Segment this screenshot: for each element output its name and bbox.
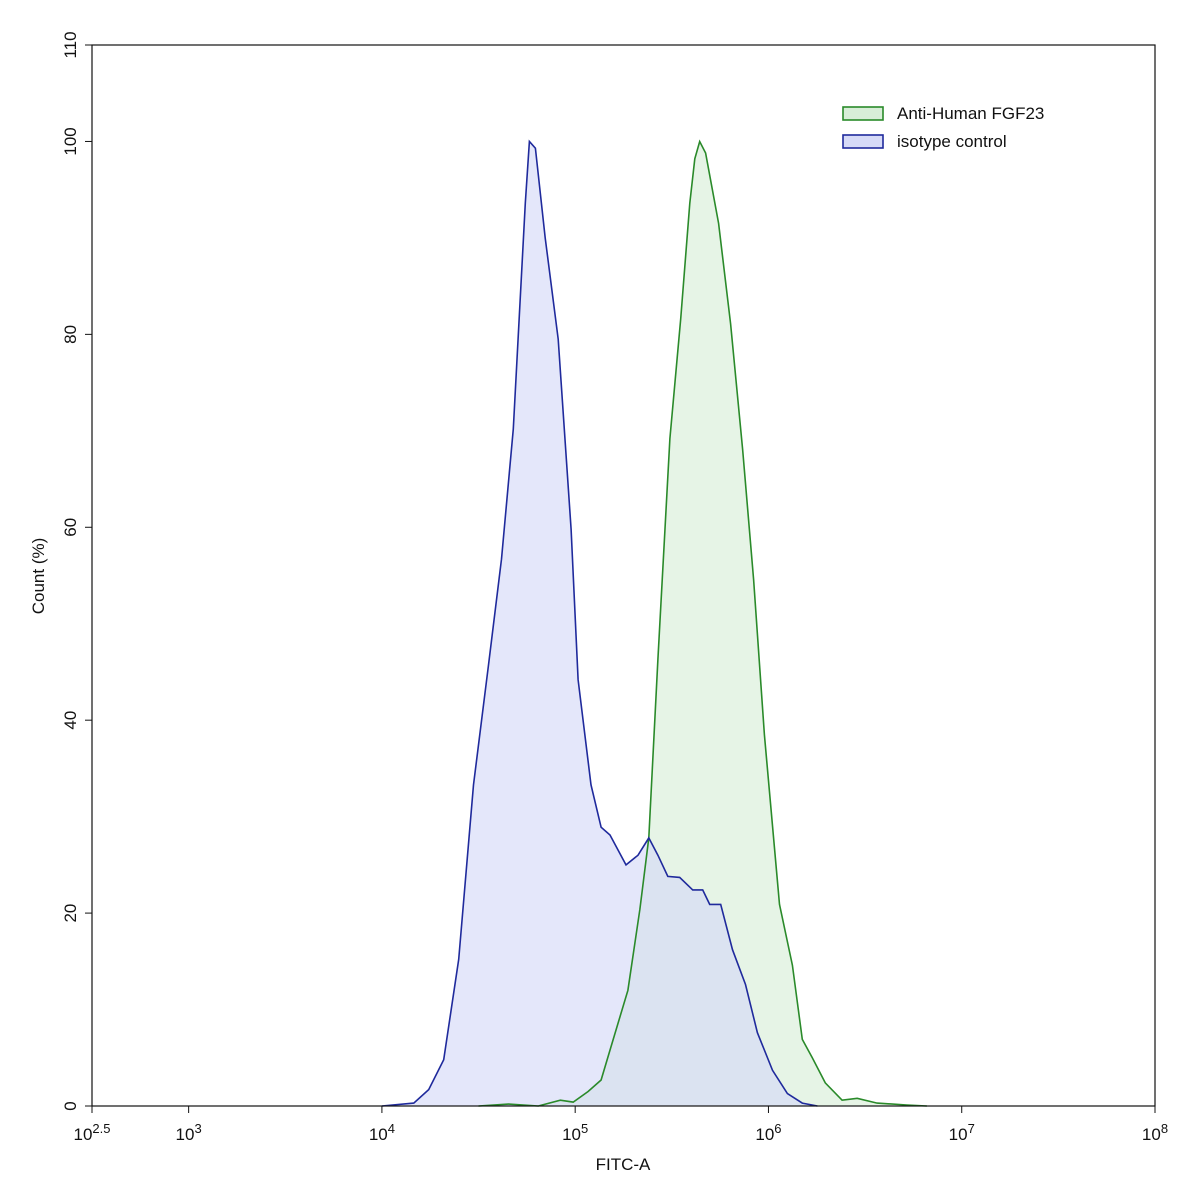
x-tick-exponent: 8: [1161, 1121, 1168, 1136]
x-tick-base: 10: [74, 1125, 93, 1144]
x-tick-base: 10: [949, 1125, 968, 1144]
legend-label: Anti-Human FGF23: [897, 104, 1044, 123]
x-tick-exponent: 3: [194, 1121, 201, 1136]
legend-swatch: [842, 134, 884, 149]
x-tick-label: 108: [1142, 1121, 1168, 1144]
series-area: [381, 141, 818, 1106]
plot-frame: [91, 44, 1156, 1107]
x-tick-label: 105: [562, 1121, 588, 1144]
x-tick-label: 104: [369, 1121, 395, 1144]
y-tick-label: 60: [61, 518, 80, 537]
x-tick-base: 10: [755, 1125, 774, 1144]
x-axis-label: FITC-A: [596, 1155, 651, 1174]
x-tick-exponent: 5: [581, 1121, 588, 1136]
x-tick-base: 10: [369, 1125, 388, 1144]
y-tick-label: 0: [61, 1101, 80, 1110]
y-tick-label: 110: [61, 31, 80, 58]
y-tick-label: 40: [61, 711, 80, 730]
y-axis-label: Count (%): [29, 538, 48, 615]
y-tick-label: 20: [61, 904, 80, 923]
x-tick-label: 106: [755, 1121, 781, 1144]
legend-label: isotype control: [897, 132, 1007, 151]
x-tick-base: 10: [562, 1125, 581, 1144]
x-tick-label: 103: [176, 1121, 202, 1144]
y-tick-label: 100: [61, 127, 80, 155]
x-tick-label: 102.5: [74, 1121, 111, 1144]
series-line: [478, 139, 927, 1107]
y-tick-label: 80: [61, 325, 80, 344]
series-area: [478, 141, 927, 1106]
x-tick-exponent: 2.5: [92, 1121, 110, 1136]
x-tick-base: 10: [1142, 1125, 1161, 1144]
x-tick-exponent: 6: [774, 1121, 781, 1136]
legend-swatch: [842, 106, 884, 121]
series-line: [381, 139, 818, 1107]
x-tick-base: 10: [176, 1125, 195, 1144]
x-tick-exponent: 7: [968, 1121, 975, 1136]
x-tick-label: 107: [949, 1121, 975, 1144]
x-tick-exponent: 4: [388, 1121, 395, 1136]
